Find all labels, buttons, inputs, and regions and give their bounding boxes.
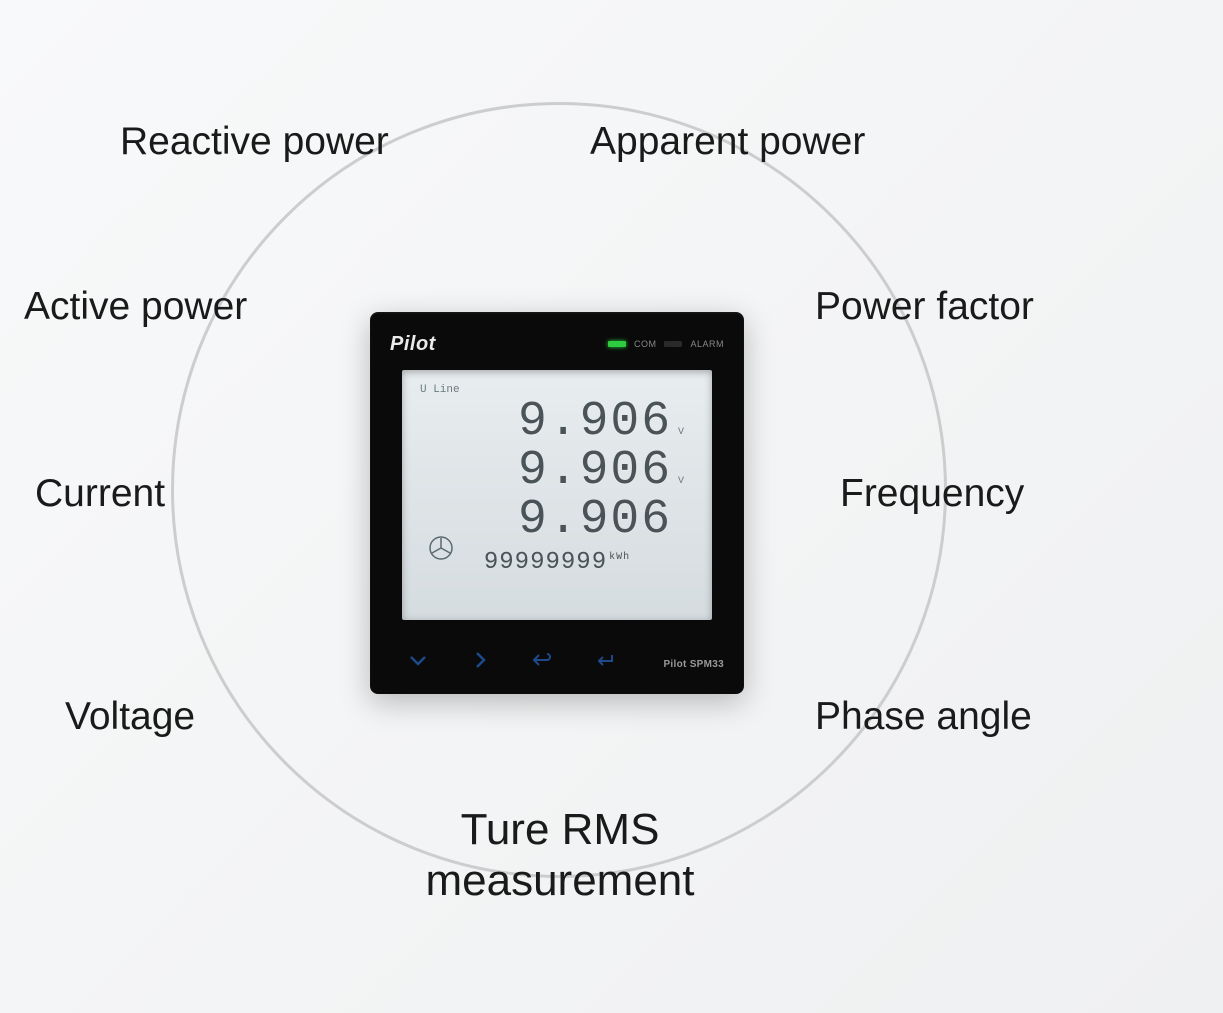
com-led (608, 341, 626, 347)
alarm-led (664, 341, 682, 347)
label-reactive-power: Reactive power (120, 120, 389, 164)
label-frequency: Frequency (840, 472, 1024, 516)
alarm-label: ALARM (690, 339, 724, 349)
lcd-unit-2: V (678, 476, 694, 487)
lcd-unit-1: V (678, 427, 694, 438)
label-true-rms-line2: measurement (425, 856, 694, 905)
lcd-reading-row-2: 9.906 V (420, 447, 694, 496)
lcd-value-3: 9.906 (518, 496, 672, 545)
power-meter-device: Pilot COM ALARM U Line 9.906 V 9.906 V 9… (370, 312, 744, 694)
enter-button[interactable] (584, 648, 624, 672)
brand-logo: Pilot (390, 333, 436, 356)
label-true-rms: Ture RMS measurement (390, 805, 730, 906)
device-button-row (398, 648, 624, 672)
status-indicators: COM ALARM (608, 339, 724, 349)
label-voltage: Voltage (65, 695, 195, 739)
label-true-rms-line1: Ture RMS (461, 805, 660, 854)
lcd-energy-value: 99999999 (484, 549, 607, 576)
label-apparent-power: Apparent power (590, 120, 865, 164)
back-button[interactable] (522, 648, 562, 672)
lcd-reading-row-1: 9.906 V (420, 398, 694, 447)
right-button[interactable] (460, 648, 500, 672)
phasor-icon (428, 535, 454, 566)
lcd-screen: U Line 9.906 V 9.906 V 9.906 99999999kWh (402, 370, 712, 620)
lcd-value-1: 9.906 (518, 398, 672, 447)
device-header: Pilot COM ALARM (370, 330, 744, 358)
com-label: COM (634, 339, 657, 349)
lcd-value-2: 9.906 (518, 447, 672, 496)
model-label: Pilot SPM33 (663, 659, 724, 670)
label-active-power: Active power (24, 285, 247, 329)
lcd-energy-unit: kWh (609, 552, 630, 563)
lcd-energy-row: 99999999kWh (420, 549, 694, 576)
lcd-reading-row-3: 9.906 (420, 496, 694, 545)
label-phase-angle: Phase angle (815, 695, 1032, 739)
down-button[interactable] (398, 648, 438, 672)
infographic-container: Reactive power Apparent power Active pow… (0, 0, 1223, 1013)
label-power-factor: Power factor (815, 285, 1034, 329)
label-current: Current (35, 472, 165, 516)
